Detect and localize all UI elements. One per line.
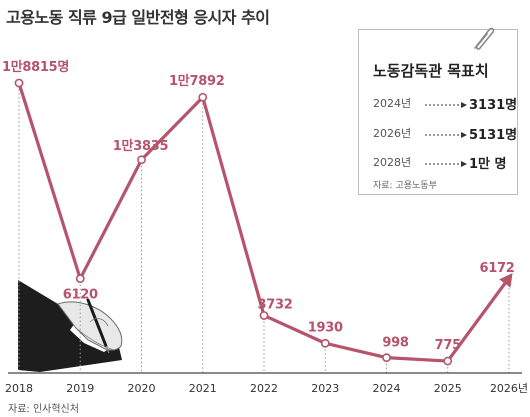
series-line-segment bbox=[262, 313, 327, 345]
x-tick-label: 2023 bbox=[311, 382, 339, 395]
target-row: 2026년 5131명 bbox=[373, 124, 517, 143]
target-box: 노동감독관 목표치 2024년 3131명 2026년 5131명 2028년 … bbox=[358, 27, 518, 195]
series-line-segment bbox=[446, 281, 507, 363]
data-label: 1만8815명 bbox=[2, 59, 69, 75]
data-point bbox=[14, 78, 24, 88]
series-line-segment bbox=[17, 81, 82, 281]
x-tick-label: 2025 bbox=[434, 382, 462, 395]
x-tick-label: 2018 bbox=[5, 382, 33, 395]
data-point bbox=[137, 155, 146, 165]
target-row: 2028년 1만 명 bbox=[373, 153, 513, 172]
data-label: 6172 bbox=[480, 261, 515, 276]
chart-title: 고용노동 직류 9급 일반전형 응시자 추이 bbox=[6, 8, 270, 27]
x-tick-label: 2026년 bbox=[490, 382, 528, 395]
data-label: 1만3835 bbox=[113, 138, 169, 154]
data-label: 3732 bbox=[258, 297, 293, 312]
target-title: 노동감독관 목표치 bbox=[373, 62, 489, 80]
arrow-right-icon bbox=[425, 161, 467, 167]
data-point bbox=[259, 311, 269, 320]
trend-arrow-head bbox=[499, 273, 513, 288]
paperclip-icon bbox=[474, 27, 495, 50]
hand-writing-icon bbox=[18, 280, 123, 372]
data-point bbox=[75, 274, 85, 284]
x-tick-label: 2022 bbox=[250, 382, 278, 395]
target-value: 5131명 bbox=[469, 128, 518, 143]
data-label: 1930 bbox=[308, 320, 343, 335]
x-tick-label: 2021 bbox=[189, 382, 217, 395]
series-line-segment bbox=[384, 356, 450, 363]
x-tick-label: 2024 bbox=[373, 382, 401, 395]
series-line-segment bbox=[201, 95, 266, 318]
target-value: 1만 명 bbox=[469, 157, 507, 172]
series-line-segment bbox=[78, 158, 144, 281]
target-row: 2024년 3131명 bbox=[373, 94, 517, 113]
data-point bbox=[443, 356, 453, 366]
target-year: 2028년 bbox=[373, 156, 412, 169]
data-label: 998 bbox=[382, 336, 408, 351]
arrow-right-icon bbox=[425, 102, 467, 108]
data-label: 1만7892 bbox=[169, 73, 224, 89]
target-source: 자료: 고용노동부 bbox=[373, 181, 437, 191]
target-value: 3131명 bbox=[469, 98, 518, 113]
data-label: 775 bbox=[435, 338, 461, 353]
data-point bbox=[198, 92, 208, 102]
series-line-segment bbox=[139, 95, 205, 162]
source-note: 자료: 인사혁신처 bbox=[8, 404, 79, 415]
data-point bbox=[382, 353, 391, 363]
x-tick-label: 2019 bbox=[66, 382, 94, 395]
series-line-segment bbox=[323, 341, 389, 360]
data-point bbox=[320, 338, 330, 348]
target-year: 2026년 bbox=[373, 127, 412, 140]
data-label: 6120 bbox=[63, 288, 98, 303]
arrow-right-icon bbox=[425, 132, 467, 138]
x-tick-label: 2020 bbox=[128, 382, 156, 395]
target-year: 2024년 bbox=[373, 97, 412, 110]
